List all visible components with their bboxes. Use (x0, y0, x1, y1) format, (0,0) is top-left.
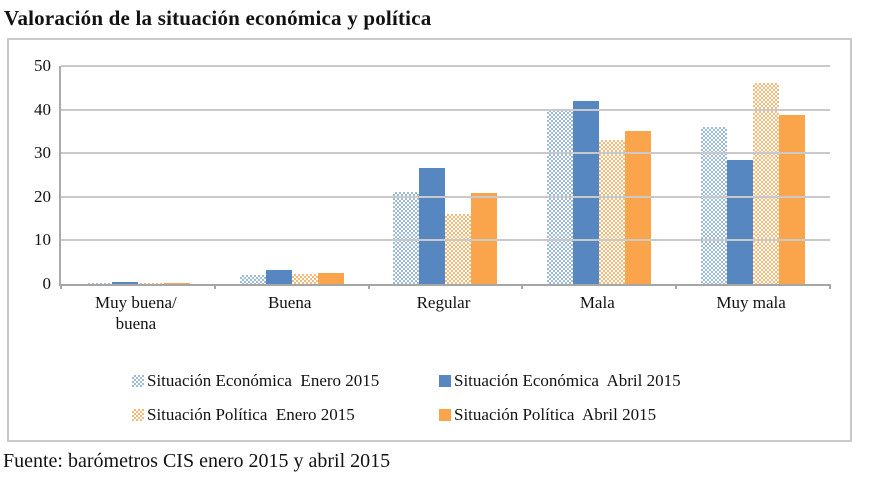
bar-group (676, 66, 830, 284)
y-tick-label: 10 (34, 230, 51, 250)
bar (779, 115, 806, 284)
bar-group (369, 66, 523, 284)
gridline-y-30 (61, 152, 830, 155)
legend-item: Situación Económica Enero 2015 (132, 371, 380, 390)
bar (291, 274, 318, 284)
plot-area (59, 65, 831, 289)
bar (239, 275, 266, 284)
bar (163, 283, 190, 284)
x-axis-tick (521, 284, 524, 289)
x-axis-category-label: Muy buena/ buena (95, 293, 177, 333)
legend-swatch-icon (132, 375, 144, 387)
x-axis-tick (367, 284, 370, 289)
y-tick-label: 50 (34, 56, 51, 75)
bar-group (61, 66, 215, 284)
bar (111, 282, 138, 284)
x-axis-tick (60, 284, 62, 289)
bar (317, 273, 344, 284)
bar (727, 160, 754, 284)
x-axis-labels: Muy buena/ buena Buena Regular Mala Muy mala (59, 292, 828, 334)
bar (573, 101, 600, 284)
legend-swatch-icon (439, 409, 451, 421)
x-axis-tick (675, 284, 678, 289)
gridline-y-40 (61, 108, 830, 111)
bar (445, 214, 472, 284)
y-tick-label: 40 (34, 99, 51, 119)
x-axis-category-label: Muy mala (716, 293, 786, 312)
bar (393, 192, 420, 284)
legend-label: Situación Económica Abril 2015 (454, 371, 681, 390)
gridline-y-50 (61, 65, 830, 67)
legend-label: Situación Política Enero 2015 (147, 405, 355, 424)
x-axis-category-label: Regular (416, 293, 471, 312)
legend-swatch-icon (439, 375, 451, 387)
bar (85, 283, 112, 284)
chart-title: Valoración de la situación económica y p… (4, 6, 432, 30)
bar (471, 193, 498, 284)
legend-label: Situación Económica Enero 2015 (147, 371, 380, 390)
bar (137, 283, 164, 284)
x-axis-category-label: Buena (267, 293, 312, 312)
bar (753, 83, 780, 284)
legend-label: Situación Política Abril 2015 (454, 405, 657, 424)
x-axis-tick (829, 284, 831, 289)
gridline-y-20 (61, 195, 830, 198)
legend-item: Situación Económica Abril 2015 (439, 371, 681, 390)
y-tick-label: 30 (34, 143, 51, 163)
chart-frame: Muy buena/ buena Buena Regular Mala Muy mala… (7, 38, 852, 442)
x-axis-category-label: Mala (579, 293, 615, 312)
bar (625, 131, 652, 284)
bar-group (215, 66, 369, 284)
bar (599, 140, 626, 284)
legend-item: Situación Política Enero 2015 (132, 405, 355, 424)
y-tick-label: 20 (34, 186, 51, 206)
source-note: Fuente: barómetros CIS enero 2015 y abri… (3, 450, 391, 472)
gridline-y-10 (61, 239, 830, 242)
legend-item: Situación Política Abril 2015 (439, 405, 657, 424)
legend-swatch-icon (132, 409, 144, 421)
x-axis-tick (213, 284, 216, 289)
y-tick-label: 0 (42, 274, 52, 293)
bar (265, 270, 292, 284)
bar (419, 168, 446, 284)
legend: Situación Económica Enero 2015 Situación … (9, 40, 850, 440)
